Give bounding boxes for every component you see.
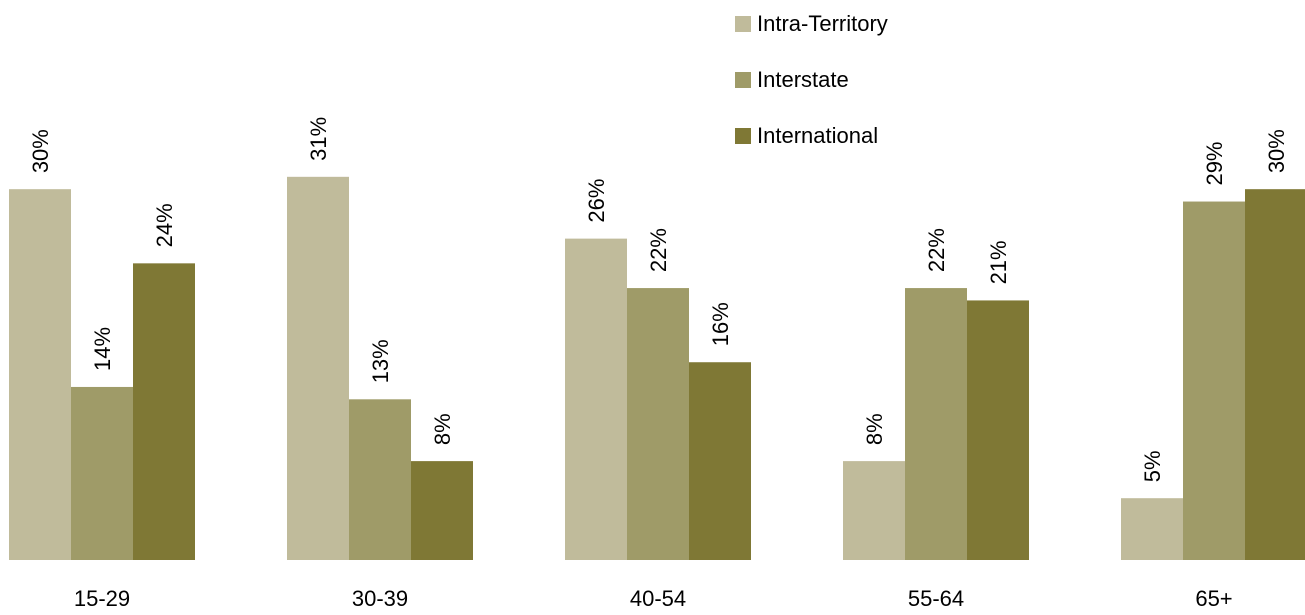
bar-interstate-15-29: [71, 386, 133, 560]
category-label-30-39: 30-39: [352, 586, 408, 610]
bar-interstate-65: [1183, 201, 1245, 560]
data-label-intra-territory-65: 5%: [1140, 450, 1165, 482]
legend-item-intra-territory: Intra-Territory: [735, 10, 888, 38]
data-label-interstate-15-29: 14%: [90, 327, 115, 371]
data-label-interstate-40-54: 22%: [646, 228, 671, 272]
bar-intra-territory-55-64: [843, 461, 905, 560]
bar-international-65: [1245, 189, 1305, 560]
data-label-interstate-65: 29%: [1202, 141, 1227, 185]
legend-item-interstate: Interstate: [735, 66, 888, 94]
data-label-international-55-64: 21%: [986, 240, 1011, 284]
data-label-international-30-39: 8%: [430, 413, 455, 445]
bar-interstate-55-64: [905, 288, 967, 560]
legend-label-interstate: Interstate: [757, 67, 849, 92]
legend-swatch-interstate: [735, 72, 751, 88]
category-label-55-64: 55-64: [908, 586, 964, 610]
legend-swatch-intra-territory: [735, 16, 751, 32]
data-label-interstate-55-64: 22%: [924, 228, 949, 272]
legend-label-international: International: [757, 123, 879, 148]
bar-intra-territory-65: [1121, 498, 1183, 560]
bar-interstate-30-39: [349, 399, 411, 560]
legend-swatch-international: [735, 128, 751, 144]
data-label-international-65: 30%: [1264, 129, 1289, 173]
data-label-international-40-54: 16%: [708, 302, 733, 346]
data-label-intra-territory-55-64: 8%: [862, 413, 887, 445]
data-label-intra-territory-40-54: 26%: [584, 179, 609, 223]
data-label-intra-territory-15-29: 30%: [28, 129, 53, 173]
bar-international-55-64: [967, 300, 1029, 560]
legend: Intra-Territory Interstate International: [735, 10, 888, 178]
bar-intra-territory-30-39: [287, 176, 349, 560]
bar-international-15-29: [133, 263, 195, 560]
bar-intra-territory-40-54: [565, 238, 627, 560]
category-label-40-54: 40-54: [630, 586, 686, 610]
bar-international-40-54: [689, 362, 751, 560]
bar-intra-territory-15-29: [9, 189, 71, 560]
legend-label-intra-territory: Intra-Territory: [757, 11, 888, 36]
data-label-international-15-29: 24%: [152, 203, 177, 247]
category-label-65: 65+: [1195, 586, 1232, 610]
category-label-15-29: 15-29: [74, 586, 130, 610]
data-label-interstate-30-39: 13%: [368, 339, 393, 383]
data-label-intra-territory-30-39: 31%: [306, 117, 331, 161]
bar-international-30-39: [411, 461, 473, 560]
bar-interstate-40-54: [627, 288, 689, 560]
legend-item-international: International: [735, 122, 888, 150]
